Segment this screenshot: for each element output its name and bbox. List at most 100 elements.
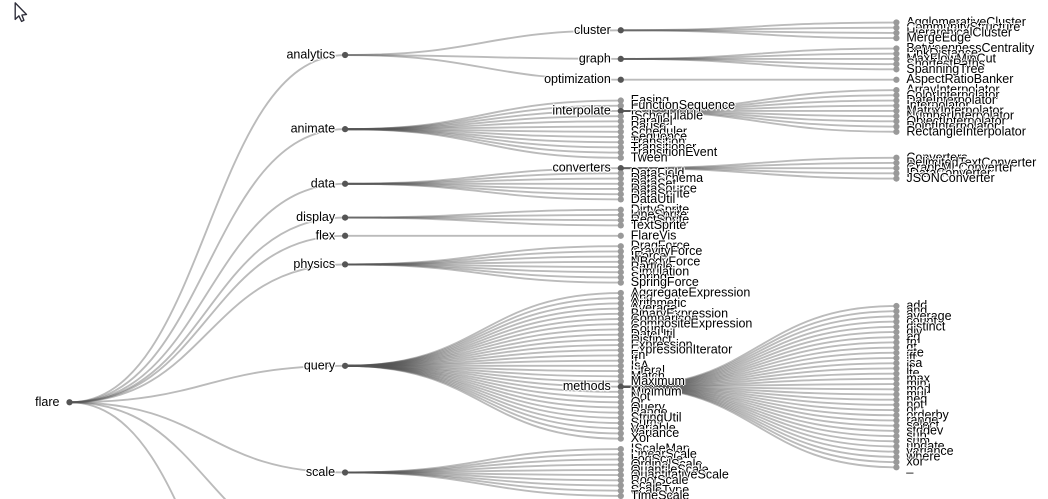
svg-text:SpringForce: SpringForce	[631, 275, 699, 289]
svg-text:Tween: Tween	[631, 150, 668, 164]
svg-text:FunctionSequence: FunctionSequence	[631, 98, 735, 112]
svg-text:physics: physics	[293, 257, 335, 271]
svg-text:TimeScale: TimeScale	[631, 488, 690, 499]
svg-text:ObjectInterpolator: ObjectInterpolator	[906, 114, 1005, 128]
svg-text:query: query	[304, 358, 336, 372]
svg-text:_: _	[905, 460, 914, 474]
svg-text:Or: Or	[631, 395, 645, 409]
svg-text:MergeEdge: MergeEdge	[906, 31, 971, 45]
svg-text:Minimum: Minimum	[631, 384, 682, 398]
svg-text:cluster: cluster	[574, 23, 611, 37]
svg-text:Spring: Spring	[631, 270, 667, 284]
svg-text:interpolate: interpolate	[552, 103, 610, 117]
svg-text:LogScale: LogScale	[631, 452, 683, 466]
svg-text:Average: Average	[631, 301, 677, 315]
svg-text:BinaryExpression: BinaryExpression	[631, 306, 728, 320]
svg-text:or: or	[906, 403, 917, 417]
svg-text:Converters: Converters	[906, 150, 967, 164]
svg-text:LinearScale: LinearScale	[631, 447, 697, 461]
svg-text:orderby: orderby	[906, 408, 949, 422]
svg-text:Pause: Pause	[631, 119, 666, 133]
svg-text:ShortestPaths: ShortestPaths	[906, 57, 985, 71]
svg-text:Scale: Scale	[631, 478, 662, 492]
svg-text:Interpolator: Interpolator	[906, 98, 969, 112]
svg-text:Literal: Literal	[631, 364, 665, 378]
svg-text:animate: animate	[291, 122, 336, 136]
svg-text:optimization: optimization	[544, 72, 611, 86]
svg-text:update: update	[906, 439, 944, 453]
svg-text:QuantileScale: QuantileScale	[631, 462, 709, 476]
svg-text:RectangleInterpolator: RectangleInterpolator	[906, 124, 1026, 138]
svg-text:variance: variance	[906, 444, 953, 458]
svg-text:DelimitedTextConverter: DelimitedTextConverter	[906, 155, 1036, 169]
svg-text:Variable: Variable	[631, 421, 676, 435]
svg-text:gt: gt	[906, 340, 917, 354]
svg-text:ISchedulable: ISchedulable	[631, 109, 703, 123]
svg-text:graph: graph	[579, 51, 611, 65]
svg-text:stddev: stddev	[906, 423, 944, 437]
svg-text:DateUtil: DateUtil	[631, 327, 675, 341]
svg-text:mod: mod	[906, 382, 930, 396]
svg-text:Query: Query	[631, 400, 666, 414]
svg-text:AspectRatioBanker: AspectRatioBanker	[906, 72, 1013, 86]
svg-text:CommunityStructure: CommunityStructure	[906, 20, 1020, 34]
svg-text:RootScale: RootScale	[631, 473, 689, 487]
svg-text:PointInterpolator: PointInterpolator	[906, 119, 998, 133]
svg-text:range: range	[906, 413, 938, 427]
svg-text:analytics: analytics	[286, 48, 335, 62]
svg-text:Range: Range	[631, 405, 668, 419]
svg-text:display: display	[296, 210, 336, 224]
svg-text:min: min	[906, 377, 926, 391]
svg-text:NBodyForce: NBodyForce	[631, 254, 701, 268]
svg-text:DataSet: DataSet	[631, 176, 677, 190]
svg-text:DateInterpolator: DateInterpolator	[906, 93, 996, 107]
svg-text:Expression: Expression	[631, 338, 693, 352]
svg-text:lt: lt	[906, 361, 913, 375]
svg-text:ExpressionIterator: ExpressionIterator	[631, 343, 732, 357]
svg-text:CompositeExpression: CompositeExpression	[631, 317, 753, 331]
svg-text:DataSchema: DataSchema	[631, 171, 703, 185]
svg-text:OrdinalScale: OrdinalScale	[631, 457, 703, 471]
svg-text:Easing: Easing	[631, 93, 669, 107]
svg-text:FlareVis: FlareVis	[631, 228, 677, 242]
svg-text:IForce: IForce	[631, 249, 666, 263]
svg-text:isa: isa	[906, 356, 922, 370]
svg-text:Parallel: Parallel	[631, 114, 673, 128]
svg-text:Scheduler: Scheduler	[631, 124, 687, 138]
svg-text:Particle: Particle	[631, 260, 673, 274]
svg-text:ArrayInterpolator: ArrayInterpolator	[906, 83, 999, 97]
svg-text:lte: lte	[906, 366, 919, 380]
svg-text:xor: xor	[906, 455, 923, 469]
svg-text:DataField: DataField	[631, 166, 685, 180]
svg-text:GravityForce: GravityForce	[631, 244, 703, 258]
svg-text:distinct: distinct	[906, 319, 945, 333]
svg-text:neq: neq	[906, 392, 927, 406]
svg-text:eq: eq	[906, 330, 920, 344]
svg-text:Count: Count	[631, 322, 665, 336]
svg-text:Simulation: Simulation	[631, 265, 689, 279]
svg-text:DataSource: DataSource	[631, 181, 697, 195]
svg-text:Comparison: Comparison	[631, 312, 698, 326]
svg-text:sub: sub	[906, 429, 926, 443]
svg-text:count: count	[906, 314, 937, 328]
svg-text:max: max	[906, 371, 930, 385]
svg-text:fn: fn	[906, 335, 916, 349]
svg-text:BetweennessCentrality: BetweennessCentrality	[906, 41, 1035, 55]
svg-text:Match: Match	[631, 369, 665, 383]
svg-text:not: not	[906, 397, 924, 411]
svg-text:flare: flare	[35, 395, 59, 409]
svg-text:Not: Not	[631, 390, 651, 404]
svg-text:StringUtil: StringUtil	[631, 410, 682, 424]
svg-text:HierarchicalCluster: HierarchicalCluster	[906, 25, 1012, 39]
svg-text:Xor: Xor	[631, 431, 650, 445]
svg-text:Fn: Fn	[631, 348, 646, 362]
svg-text:sum: sum	[906, 434, 930, 448]
svg-text:div: div	[906, 325, 923, 339]
svg-text:average: average	[906, 309, 951, 323]
svg-text:methods: methods	[563, 379, 611, 393]
svg-text:DataSprite: DataSprite	[631, 187, 690, 201]
svg-text:converters: converters	[552, 161, 610, 175]
svg-text:AggregateExpression: AggregateExpression	[631, 286, 751, 300]
svg-text:AgglomerativeCluster: AgglomerativeCluster	[906, 15, 1026, 29]
svg-text:Sum: Sum	[631, 416, 657, 430]
